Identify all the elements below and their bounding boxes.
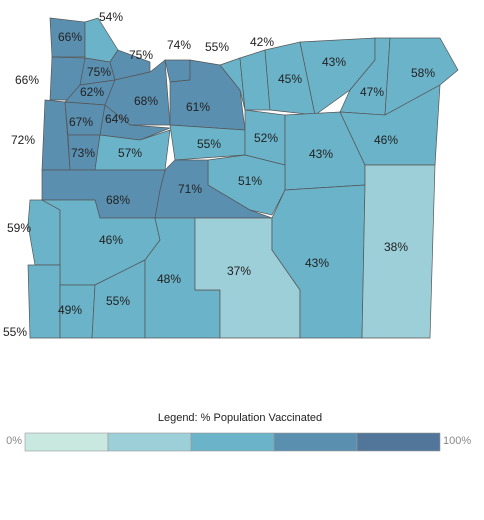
- county-label: 73%: [71, 146, 95, 160]
- county-label: 62%: [80, 85, 104, 99]
- county-label: 51%: [238, 174, 262, 188]
- county: [339, 84, 441, 166]
- county-label: 52%: [254, 131, 278, 145]
- county-label: 68%: [134, 94, 158, 108]
- legend-swatch: [24, 432, 109, 452]
- county-label: 55%: [106, 294, 130, 308]
- county-label: 38%: [384, 240, 408, 254]
- county-label: 74%: [167, 38, 191, 52]
- county-label: 71%: [178, 182, 202, 196]
- county-label: 68%: [106, 193, 130, 207]
- legend-title: Legend: % Population Vaccinated: [158, 412, 322, 424]
- county: [384, 37, 459, 116]
- county-label: 37%: [227, 264, 251, 278]
- legend-swatch: [356, 432, 441, 452]
- legend-swatch: [190, 432, 275, 452]
- county-label: 43%: [322, 55, 346, 69]
- county: [361, 164, 436, 339]
- county-label: 61%: [186, 100, 210, 114]
- county-label: 57%: [118, 146, 142, 160]
- county-label: 75%: [129, 48, 153, 62]
- county-label: 43%: [305, 256, 329, 270]
- legend-min: 0%: [6, 435, 22, 447]
- legend-swatch: [273, 432, 358, 452]
- county: [27, 264, 61, 339]
- legend-swatch: [107, 432, 192, 452]
- county-label: 46%: [99, 233, 123, 247]
- county: [271, 184, 366, 339]
- county-label: 55%: [197, 137, 221, 151]
- county-label: 66%: [58, 30, 82, 44]
- county: [109, 49, 151, 81]
- county-label: 75%: [87, 65, 111, 79]
- county: [84, 17, 119, 63]
- county-label: 48%: [157, 272, 181, 286]
- county-label: 55%: [205, 40, 229, 54]
- county: [94, 129, 171, 171]
- county-label: 45%: [278, 72, 302, 86]
- county-label: 46%: [374, 133, 398, 147]
- legend-max: 100%: [443, 435, 471, 447]
- county-label: 55%: [3, 325, 27, 339]
- county-label: 67%: [69, 115, 93, 129]
- county-label: 54%: [99, 10, 123, 24]
- county-label: 72%: [11, 133, 35, 147]
- county-label: 42%: [250, 35, 274, 49]
- county-label: 58%: [411, 66, 435, 80]
- county-label: 66%: [15, 73, 39, 87]
- county-label: 49%: [58, 303, 82, 317]
- county: [27, 199, 61, 266]
- county-label: 59%: [7, 221, 31, 235]
- county-label: 64%: [105, 112, 129, 126]
- county-label: 47%: [360, 85, 384, 99]
- county-label: 43%: [309, 147, 333, 161]
- county: [99, 104, 171, 141]
- county: [164, 59, 191, 83]
